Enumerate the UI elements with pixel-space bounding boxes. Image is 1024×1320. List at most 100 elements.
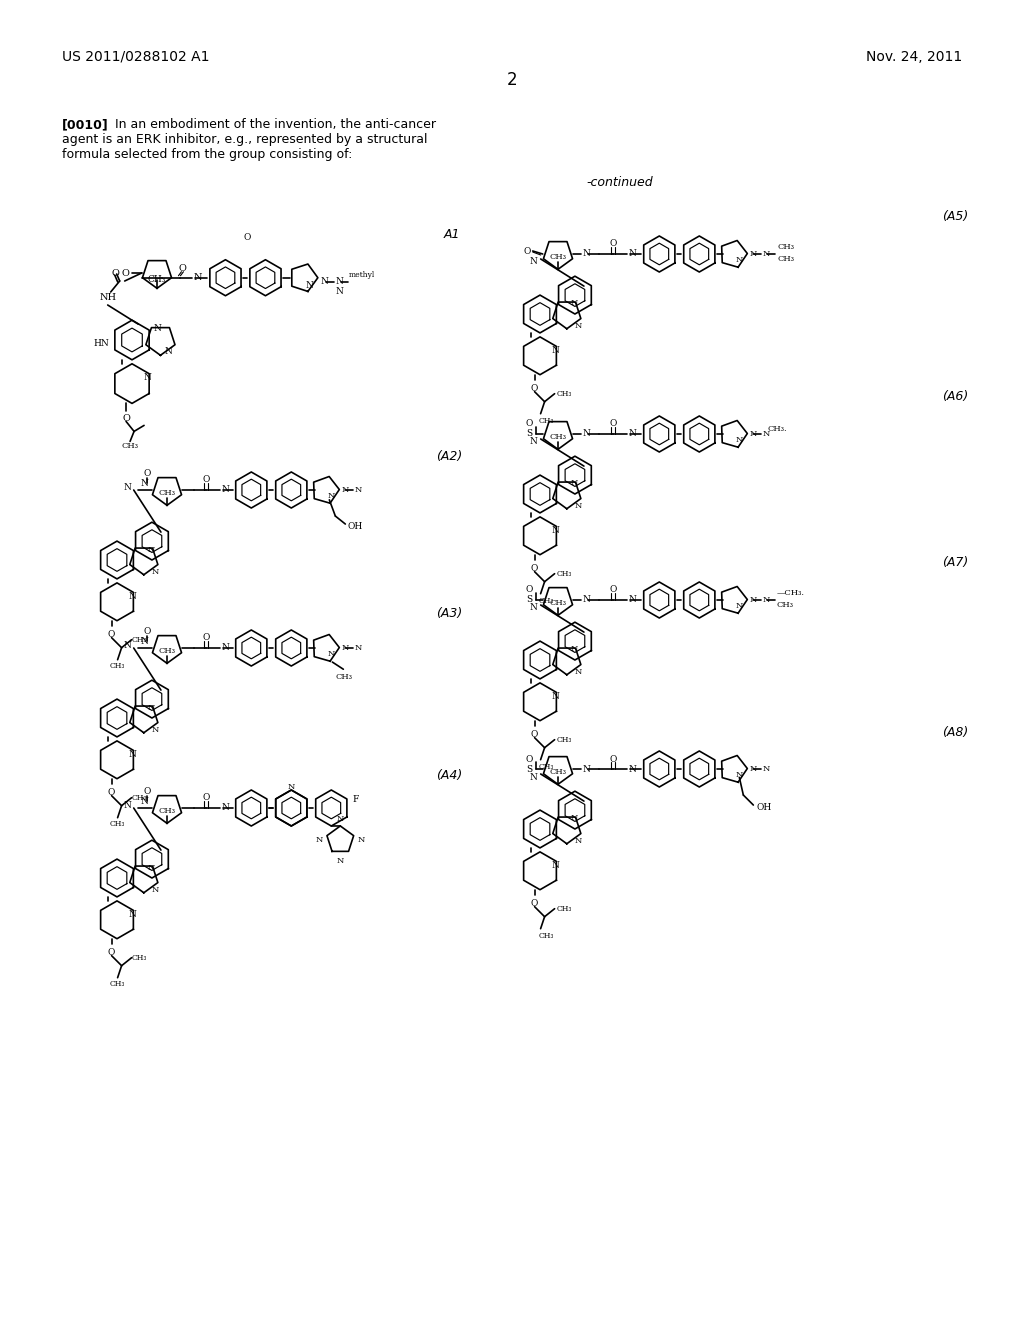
Text: CH₃: CH₃ — [110, 820, 125, 828]
Text: (A6): (A6) — [942, 389, 968, 403]
Text: N: N — [570, 645, 579, 653]
Text: N: N — [128, 591, 136, 601]
Text: O: O — [525, 586, 532, 594]
Text: N: N — [570, 300, 579, 308]
Text: N: N — [321, 277, 329, 286]
Text: methyl: methyl — [349, 271, 375, 279]
Text: N: N — [629, 595, 636, 605]
Text: N: N — [529, 257, 538, 267]
Text: (A5): (A5) — [942, 210, 968, 223]
Text: O: O — [122, 268, 130, 277]
Text: O: O — [609, 586, 617, 594]
Text: N: N — [147, 865, 156, 873]
Text: N: N — [735, 256, 742, 264]
Text: CH₃: CH₃ — [550, 253, 566, 261]
Text: O: O — [244, 232, 251, 242]
Text: O: O — [530, 564, 539, 573]
Text: N: N — [629, 429, 636, 438]
Text: N: N — [194, 273, 202, 282]
Text: CH₃: CH₃ — [132, 953, 147, 962]
Text: F: F — [352, 795, 358, 804]
Text: CH₃: CH₃ — [132, 793, 147, 801]
Text: O: O — [178, 264, 186, 273]
Text: CH₃: CH₃ — [539, 417, 554, 425]
Text: CH₃: CH₃ — [550, 599, 566, 607]
Text: N: N — [750, 597, 757, 605]
Text: O: O — [108, 948, 116, 957]
Text: agent is an ERK inhibitor, e.g., represented by a structural: agent is an ERK inhibitor, e.g., represe… — [62, 133, 427, 147]
Text: O: O — [609, 755, 617, 763]
Text: N: N — [357, 836, 365, 843]
Text: N: N — [354, 486, 361, 494]
Text: N: N — [221, 486, 229, 495]
Text: N: N — [221, 644, 229, 652]
Text: CH₃: CH₃ — [159, 647, 175, 655]
Text: O: O — [143, 627, 151, 636]
Text: CH₃: CH₃ — [550, 768, 566, 776]
Text: 2: 2 — [507, 71, 517, 88]
Text: N: N — [762, 597, 770, 605]
Text: CH₃: CH₃ — [132, 636, 147, 644]
Text: [0010]: [0010] — [62, 117, 109, 131]
Text: N: N — [328, 492, 335, 500]
Text: formula selected from the group consisting of:: formula selected from the group consisti… — [62, 148, 352, 161]
Text: N: N — [574, 322, 583, 330]
Text: CH₃: CH₃ — [776, 601, 794, 609]
Text: N: N — [341, 644, 349, 652]
Text: N: N — [583, 764, 590, 774]
Text: N: N — [341, 486, 349, 494]
Text: N: N — [762, 766, 770, 774]
Text: N: N — [529, 437, 538, 446]
Text: A1: A1 — [443, 228, 460, 242]
Text: N: N — [288, 783, 295, 791]
Text: CH₃: CH₃ — [147, 276, 166, 284]
Text: N: N — [762, 430, 770, 438]
Text: -continued: -continued — [587, 177, 653, 190]
Text: N: N — [629, 764, 636, 774]
Text: N: N — [152, 568, 159, 576]
Text: N: N — [529, 772, 538, 781]
Text: O: O — [108, 788, 116, 797]
Text: N: N — [551, 692, 559, 701]
Text: N: N — [735, 602, 742, 610]
Text: CH₃: CH₃ — [122, 442, 138, 450]
Text: CH₃: CH₃ — [336, 673, 353, 681]
Text: N: N — [154, 325, 162, 333]
Text: (A4): (A4) — [436, 770, 462, 781]
Text: N: N — [140, 796, 148, 805]
Text: CH₃: CH₃ — [159, 808, 175, 816]
Text: (A3): (A3) — [436, 607, 462, 620]
Text: N: N — [337, 814, 344, 822]
Text: O: O — [108, 630, 116, 639]
Text: CH₃: CH₃ — [557, 735, 572, 743]
Text: N: N — [144, 374, 152, 383]
Text: N: N — [570, 479, 579, 487]
Text: CH₃: CH₃ — [557, 904, 572, 912]
Text: —CH₃.: —CH₃. — [776, 589, 804, 597]
Text: N: N — [750, 430, 757, 438]
Text: CH₃.: CH₃. — [767, 425, 787, 433]
Text: Nov. 24, 2011: Nov. 24, 2011 — [865, 50, 962, 63]
Text: OH: OH — [347, 521, 362, 531]
Text: S: S — [526, 595, 532, 605]
Text: O: O — [122, 414, 130, 424]
Text: CH₃: CH₃ — [159, 490, 175, 498]
Text: N: N — [140, 479, 148, 487]
Text: CH₃: CH₃ — [110, 979, 125, 987]
Text: S: S — [526, 764, 532, 774]
Text: N: N — [128, 750, 136, 759]
Text: O: O — [530, 899, 539, 908]
Text: N: N — [583, 249, 590, 259]
Text: N: N — [574, 837, 583, 845]
Text: N: N — [147, 546, 156, 554]
Text: O: O — [609, 239, 617, 248]
Text: N: N — [570, 814, 579, 822]
Text: N: N — [574, 502, 583, 510]
Text: In an embodiment of the invention, the anti-cancer: In an embodiment of the invention, the a… — [115, 117, 436, 131]
Text: CH₃: CH₃ — [550, 433, 566, 441]
Text: NH: NH — [99, 293, 117, 301]
Text: O: O — [112, 268, 120, 277]
Text: O: O — [143, 470, 151, 479]
Text: N: N — [551, 346, 559, 355]
Text: N: N — [336, 277, 344, 286]
